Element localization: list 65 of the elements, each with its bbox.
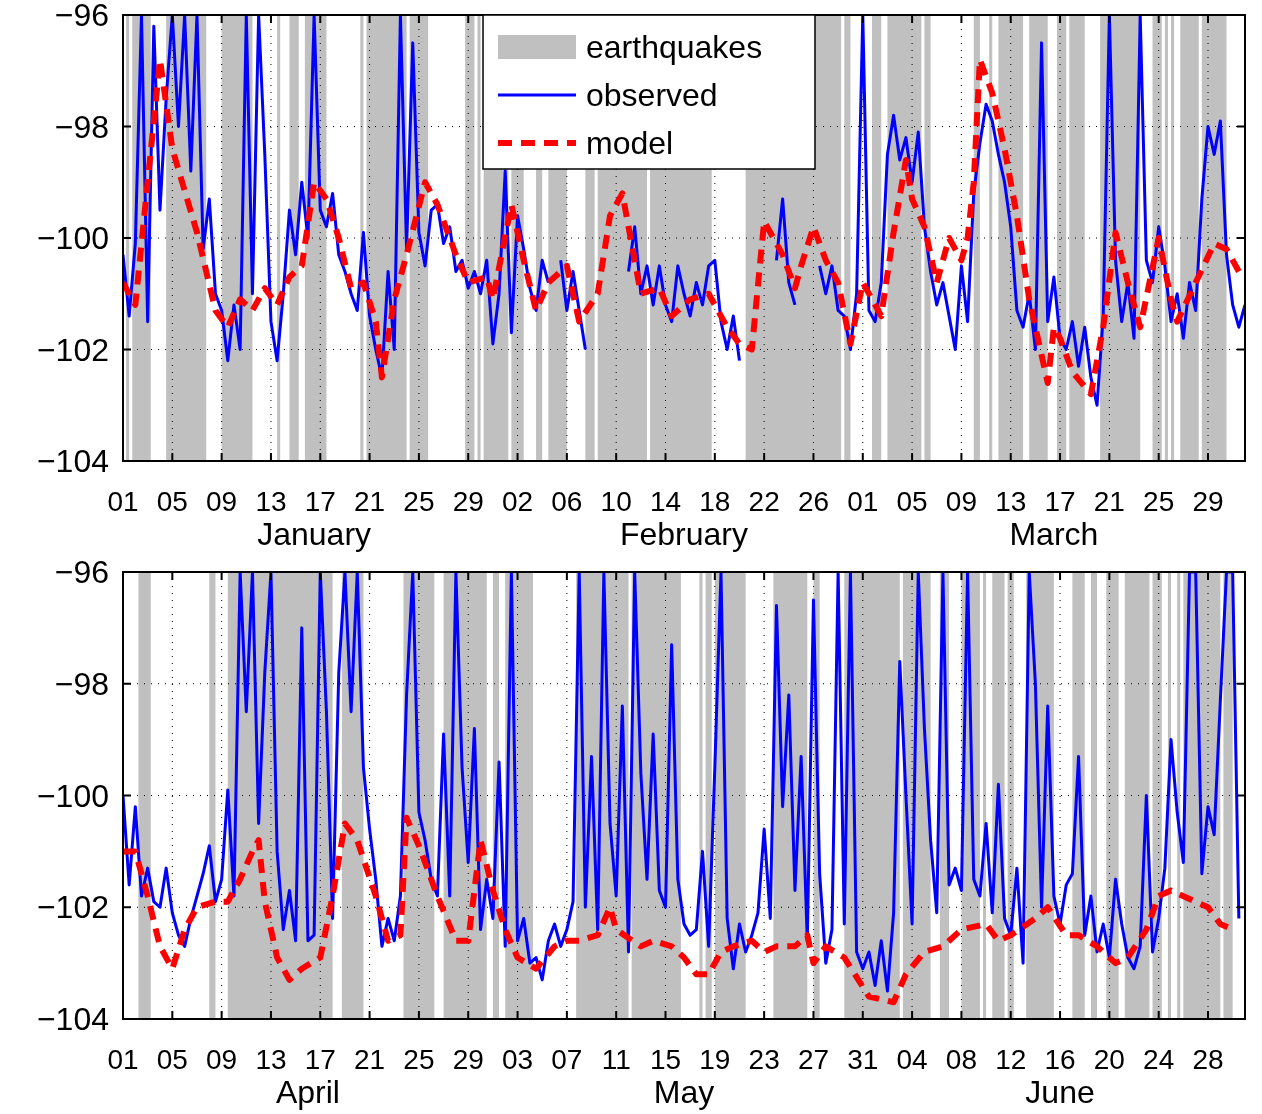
- x-tick-label: 02: [501, 486, 534, 517]
- x-tick-label: 08: [945, 1044, 977, 1075]
- y-tick-label: −98: [54, 108, 109, 145]
- text: June: [1025, 1074, 1095, 1110]
- x-tick-label: 05: [156, 1044, 188, 1075]
- x-tick-label: 21: [354, 1044, 386, 1075]
- x-tick-label: 16: [1044, 1044, 1076, 1075]
- x-tick-label: 29: [1192, 486, 1224, 517]
- x-tick-label: 21: [354, 486, 386, 517]
- x-tick-label: 25: [403, 486, 435, 517]
- y-tick-label: −104: [36, 443, 109, 479]
- x-tick-label: 01: [107, 1044, 139, 1075]
- legend-label: earthquakes: [586, 29, 763, 65]
- x-tick-label: 28: [1192, 1044, 1224, 1075]
- x-tick-label: 01: [847, 486, 879, 517]
- x-tick-label: 11: [601, 1044, 631, 1075]
- text: March: [1009, 516, 1099, 552]
- text: January: [257, 516, 372, 552]
- x-tick-label: 29: [452, 486, 484, 517]
- x-tick-label: 04: [896, 1044, 928, 1075]
- text: May: [653, 1074, 715, 1110]
- x-tick-label: 12: [995, 1044, 1027, 1075]
- x-tick-label: 25: [1143, 486, 1175, 517]
- x-tick-label: 03: [501, 1044, 534, 1075]
- x-tick-label: 29: [452, 1044, 484, 1075]
- x-tick-label: 27: [797, 1044, 830, 1075]
- x-tick-label: 26: [797, 486, 830, 517]
- x-tick-label: 07: [551, 1044, 583, 1075]
- x-tick-label: 15: [649, 1044, 682, 1075]
- x-tick-label: 20: [1093, 1044, 1125, 1075]
- x-tick-label: 09: [945, 486, 977, 517]
- x-tick-label: 22: [748, 486, 780, 517]
- legend-label: model: [586, 125, 674, 161]
- y-tick-label: −100: [36, 777, 109, 814]
- x-tick-label: 10: [600, 486, 632, 517]
- x-tick-label: 05: [156, 486, 188, 517]
- x-tick-label: 31: [847, 1044, 879, 1075]
- x-tick-label: 14: [649, 486, 682, 517]
- x-tick-label: 21: [1093, 486, 1125, 517]
- x-tick-label: 24: [1143, 1044, 1175, 1075]
- y-tick-label: −102: [36, 889, 109, 926]
- text: April: [275, 1074, 340, 1110]
- x-tick-label: 18: [699, 486, 731, 517]
- y-tick-label: −98: [54, 665, 109, 702]
- x-tick-label: 06: [551, 486, 583, 517]
- x-tick-label: 01: [107, 486, 139, 517]
- x-tick-label: 09: [206, 486, 238, 517]
- x-tick-label: 05: [896, 486, 928, 517]
- legend-label: observed: [586, 77, 718, 113]
- y-tick-label: −96: [54, 554, 109, 590]
- x-tick-label: 17: [304, 1044, 336, 1075]
- y-tick-label: −100: [36, 220, 109, 256]
- x-tick-label: 17: [1044, 486, 1076, 517]
- y-tick-label: −102: [36, 331, 109, 368]
- x-tick-label: 25: [403, 1044, 435, 1075]
- x-tick-label: 17: [304, 486, 336, 517]
- x-tick-label: 13: [995, 486, 1027, 517]
- x-tick-label: 09: [206, 1044, 238, 1075]
- x-tick-label: 19: [699, 1044, 731, 1075]
- y-tick-label: −104: [36, 1001, 109, 1037]
- x-tick-label: 13: [255, 486, 287, 517]
- x-tick-label: 13: [255, 1044, 287, 1075]
- x-tick-label: 23: [748, 1044, 780, 1075]
- text: February: [619, 516, 749, 552]
- y-tick-label: −96: [54, 0, 109, 33]
